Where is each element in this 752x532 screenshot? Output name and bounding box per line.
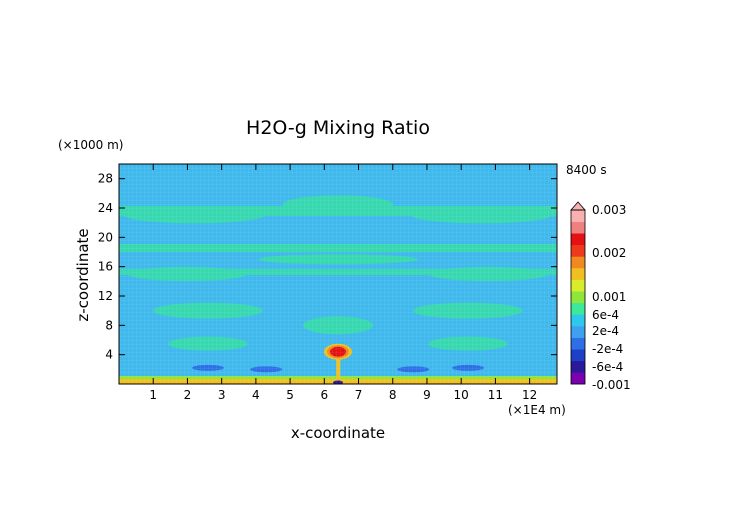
colorbar-swatch-0 (571, 372, 585, 385)
colorbar-swatch-4 (571, 326, 585, 338)
x-tick-label-10: 10 (454, 388, 469, 402)
x-tick-label-7: 7 (355, 388, 363, 402)
x-tick-label-6: 6 (320, 388, 328, 402)
x-tick-label-5: 5 (286, 388, 294, 402)
colorbar-label-5: -2e-4 (592, 342, 623, 356)
x-tick-label-3: 3 (218, 388, 226, 402)
colorbar-swatch-8 (571, 279, 585, 292)
colorbar-swatch-14 (571, 210, 585, 222)
colorbar-label-1: 0.002 (592, 246, 626, 260)
y-tick-label-4: 4 (105, 348, 113, 362)
plot-grid-overlay (119, 164, 557, 384)
x-unit-label: (×1E4 m) (508, 403, 566, 417)
colorbar-swatch-9 (571, 268, 585, 280)
chart-title: H2O-g Mixing Ratio (246, 117, 430, 139)
y-tick-label-8: 8 (105, 318, 113, 332)
x-tick-label-9: 9 (423, 388, 431, 402)
colorbar-label-3: 6e-4 (592, 308, 619, 322)
y-axis-label: z-coordinate (74, 228, 92, 321)
x-ticks: 1 2 3 4 5 6 7 8 9 10 11 12 (149, 164, 537, 402)
y-tick-label-16: 16 (98, 260, 113, 274)
y-tick-label-20: 20 (98, 230, 113, 244)
colorbar-swatch-6 (571, 302, 585, 315)
x-axis-label: x-coordinate (291, 424, 385, 442)
y-tick-label-28: 28 (98, 172, 113, 186)
colorbar-swatch-1 (571, 360, 585, 373)
colorbar-swatch-5 (571, 314, 585, 327)
y-tick-label-12: 12 (98, 289, 113, 303)
colorbar-frame (570, 209, 586, 385)
x-tick-label-12: 12 (522, 388, 537, 402)
colorbar-arrow (570, 201, 586, 211)
x-tick-label-1: 1 (149, 388, 157, 402)
colorbar-label-2: 0.001 (592, 290, 626, 304)
time-label: 8400 s (566, 163, 607, 177)
y-ticks: 4 8 12 16 20 24 28 (98, 172, 557, 362)
colorbar-label-4: 2e-4 (592, 324, 619, 338)
colorbar-swatch-2 (571, 349, 585, 362)
colorbar-label-6: -6e-4 (592, 360, 623, 374)
colorbar-swatch-12 (571, 233, 585, 246)
colorbar-label-0: 0.003 (592, 203, 626, 217)
colorbar-swatch-10 (571, 256, 585, 269)
colorbar (570, 201, 586, 385)
y-unit-label: (×1000 m) (58, 138, 123, 152)
plot-frame (118, 163, 558, 385)
y-tick-label-24: 24 (98, 201, 113, 215)
colorbar-labels: 0.003 0.002 0.001 6e-4 2e-4 -2e-4 -6e-4 -0.001 (592, 203, 631, 392)
colorbar-label-7: -0.001 (592, 378, 631, 392)
colorbar-swatch-3 (571, 337, 585, 350)
x-tick-label-11: 11 (488, 388, 503, 402)
colorbar-swatch-11 (571, 244, 585, 257)
x-tick-label-8: 8 (389, 388, 397, 402)
colorbar-swatch-13 (571, 221, 585, 234)
colorbar-swatch-7 (571, 291, 585, 304)
x-tick-label-4: 4 (252, 388, 260, 402)
x-tick-label-2: 2 (184, 388, 192, 402)
